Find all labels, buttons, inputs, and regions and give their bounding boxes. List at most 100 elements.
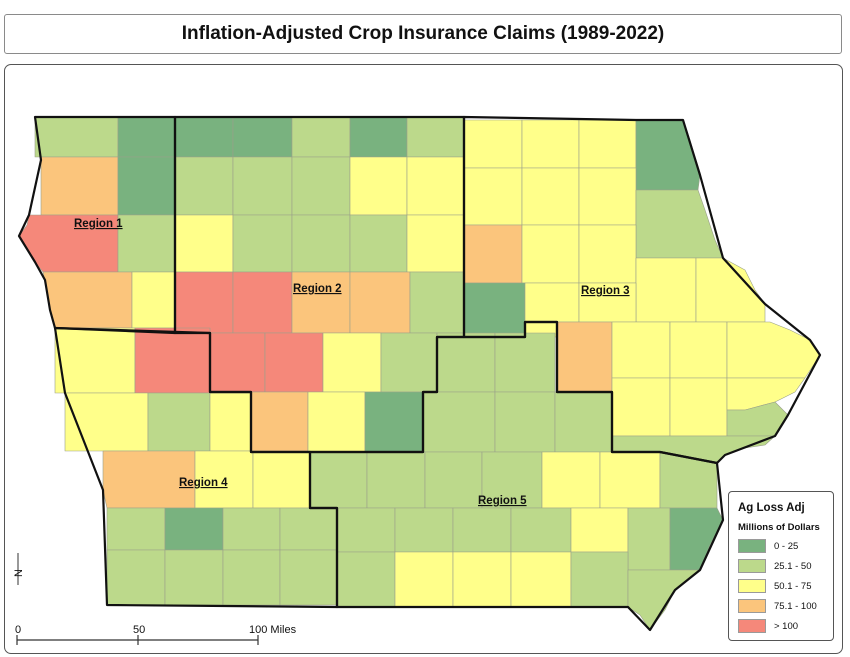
county	[380, 332, 438, 393]
legend-item: 25.1 - 50	[738, 558, 812, 574]
county	[524, 282, 580, 323]
county	[174, 214, 234, 273]
county	[174, 156, 234, 216]
county	[510, 507, 572, 553]
county	[336, 551, 396, 608]
county	[252, 450, 311, 509]
region-border-layer	[17, 115, 822, 632]
iowa-county-map: Region 1 Region 2 Region 3 Region 4 Regi…	[13, 115, 822, 645]
county	[452, 507, 512, 553]
legend-subtitle: Millions of Dollars	[738, 522, 820, 533]
county	[394, 507, 454, 553]
county	[436, 332, 496, 393]
county	[521, 224, 580, 284]
county	[232, 156, 293, 216]
county	[521, 167, 580, 226]
county	[174, 271, 234, 334]
region-label-3: Region 3	[581, 285, 630, 297]
county	[452, 551, 512, 608]
scale-tick-50: 50	[133, 624, 145, 636]
legend-swatch	[738, 559, 766, 573]
county	[578, 119, 637, 169]
region-label-1: Region 1	[74, 218, 123, 230]
north-arrow-label: N	[13, 569, 25, 577]
legend-label: > 100	[774, 620, 799, 632]
region-boundary-5	[308, 320, 725, 632]
county	[209, 332, 266, 393]
county	[406, 214, 465, 273]
county	[463, 224, 523, 284]
county	[291, 116, 351, 158]
county	[34, 116, 119, 158]
county	[232, 271, 293, 334]
county	[494, 391, 556, 453]
scale-tick-100: 100 Miles	[249, 624, 297, 636]
county	[349, 156, 408, 216]
county	[463, 167, 523, 226]
county	[611, 377, 671, 437]
county	[222, 507, 281, 551]
county	[54, 327, 136, 394]
county	[291, 156, 351, 216]
county	[349, 271, 411, 334]
county	[309, 451, 368, 509]
legend-swatch	[738, 539, 766, 553]
county	[117, 156, 176, 216]
county	[635, 119, 701, 191]
county	[494, 332, 556, 393]
county	[422, 391, 496, 453]
county	[40, 156, 119, 216]
county	[279, 507, 338, 551]
county	[307, 391, 366, 453]
county	[250, 391, 309, 453]
region-label-layer: Region 1 Region 2 Region 3 Region 4 Regi…	[74, 218, 630, 507]
county	[209, 392, 252, 452]
county	[364, 391, 424, 453]
legend-swatch	[738, 619, 766, 633]
map-title-box: Inflation-Adjusted Crop Insurance Claims…	[4, 14, 842, 54]
map-title: Inflation-Adjusted Crop Insurance Claims…	[181, 23, 665, 44]
legend-label: 50.1 - 75	[774, 580, 812, 592]
county	[264, 332, 324, 393]
legend-item: > 100	[738, 618, 798, 634]
county	[42, 271, 133, 329]
county	[578, 167, 637, 226]
county	[521, 119, 580, 169]
county	[279, 549, 338, 606]
county	[463, 119, 523, 169]
legend-item: 0 - 25	[738, 538, 798, 554]
county	[635, 257, 697, 323]
county	[291, 271, 351, 334]
legend-item: 75.1 - 100	[738, 598, 817, 614]
county	[349, 116, 408, 158]
region-label-2: Region 2	[293, 283, 342, 295]
scale-bar: 0 50 100 Miles	[15, 624, 297, 645]
county-layer	[18, 116, 821, 631]
county	[164, 549, 224, 606]
legend: Ag Loss Adj Millions of Dollars 0 - 25 2…	[728, 491, 834, 641]
legend-label: 25.1 - 50	[774, 560, 812, 572]
county	[134, 327, 211, 394]
county	[349, 214, 408, 273]
legend-label: 0 - 25	[774, 540, 799, 552]
county	[147, 392, 211, 452]
county	[611, 321, 671, 379]
county	[117, 116, 176, 158]
region-label-4: Region 4	[179, 477, 228, 489]
county	[726, 321, 821, 379]
legend-label: 75.1 - 100	[774, 600, 817, 612]
county	[599, 451, 661, 509]
county	[406, 116, 465, 158]
county	[556, 321, 613, 393]
county	[406, 156, 465, 216]
county	[174, 116, 234, 158]
county	[463, 282, 526, 338]
legend-swatch	[738, 599, 766, 613]
legend-title: Ag Loss Adj	[738, 502, 805, 514]
county	[635, 189, 724, 259]
county	[232, 214, 293, 273]
county	[424, 451, 483, 509]
county	[222, 549, 281, 606]
county	[106, 507, 166, 551]
county	[106, 549, 166, 606]
